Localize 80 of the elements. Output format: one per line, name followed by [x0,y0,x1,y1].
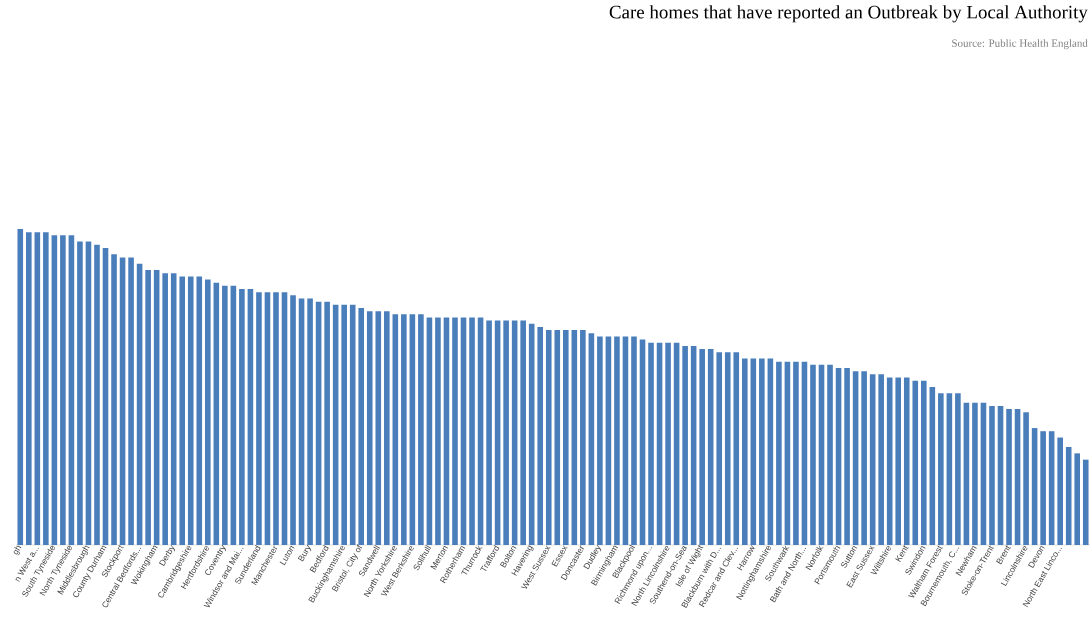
bar [520,320,526,545]
bar [239,289,245,545]
bar [452,317,458,545]
bar [665,342,671,545]
bar [903,377,910,545]
bar [179,276,186,545]
bar [827,364,833,545]
bar [545,330,552,545]
bar [563,330,569,545]
x-tick-label: gh [13,545,22,556]
bar [597,336,603,545]
bar [861,371,867,545]
bar [111,254,117,545]
bar [307,298,313,545]
bar [358,307,365,545]
bar [528,323,535,545]
bar [844,368,850,545]
bar [793,361,799,545]
bar [955,393,961,545]
bar [733,352,740,545]
bar [401,314,407,545]
bar [43,232,49,545]
bar [614,336,620,545]
bar [469,317,475,545]
chart-title: Care homes that have reported an Outbreak by Local Authority [609,5,1088,23]
bar [648,342,654,545]
bar [682,345,688,545]
bar [580,330,586,545]
bar [1082,459,1089,545]
bar [273,292,279,545]
bar [60,235,66,545]
bar [810,364,816,545]
bar [554,330,561,545]
bar [222,285,228,545]
bar [503,320,509,545]
bar [170,273,177,545]
bar [938,393,944,545]
bar [256,292,262,545]
bar [1040,431,1046,545]
bar [77,241,83,545]
bar [631,336,637,545]
bar [878,374,884,545]
bar [25,232,32,545]
bar [205,279,211,545]
bar [972,402,978,545]
bar [162,273,168,545]
bar [724,352,731,545]
bar [17,228,24,545]
bar [895,377,902,545]
bar [187,276,194,545]
bar [759,358,765,545]
bar [324,301,330,545]
bar [886,377,893,545]
bar [716,352,723,545]
bar [1057,437,1063,545]
bar [366,311,373,545]
bar [290,295,296,545]
bar [776,361,782,545]
bar [989,405,995,545]
bar [537,326,544,545]
bar [196,276,203,545]
bar [1023,412,1029,545]
bar [1065,447,1072,545]
bar [486,320,492,545]
bar [1074,453,1081,545]
bar [383,311,390,545]
chart-subtitle: Source: Public Health England [952,39,1088,50]
bar [341,304,347,545]
bar [699,349,705,545]
bar [1006,409,1012,545]
bar [921,380,927,545]
bar [145,270,151,545]
bar [375,311,382,545]
bar [418,314,424,545]
bar [94,244,100,545]
bar [435,317,441,545]
bar [622,336,629,545]
bar [128,257,134,545]
bar [742,358,748,545]
bar [912,380,919,545]
